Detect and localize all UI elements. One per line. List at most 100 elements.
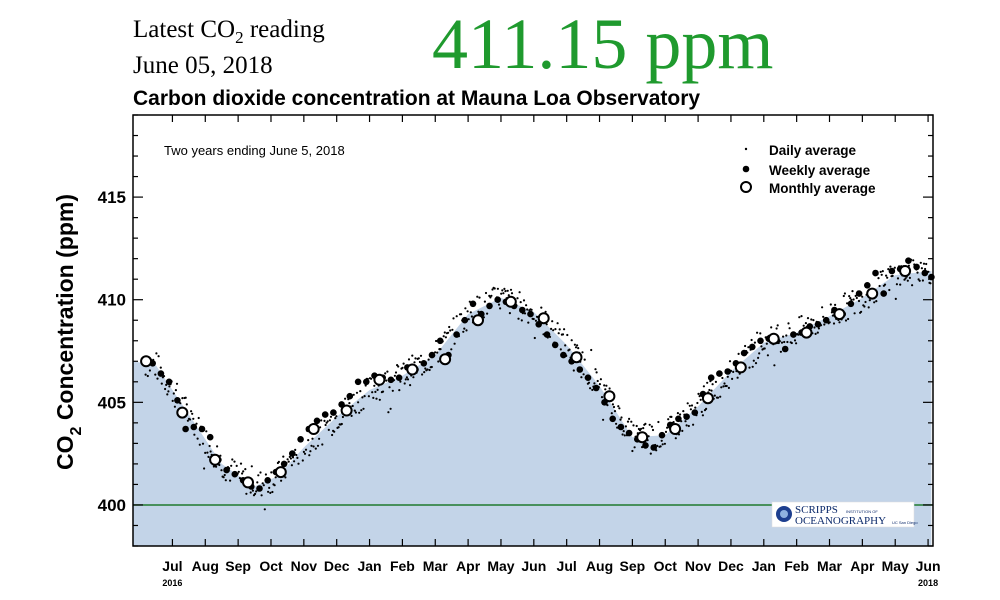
- daily-average-point: [848, 295, 851, 298]
- legend-monthly-marker: [740, 181, 752, 193]
- chart-title: Carbon dioxide concentration at Mauna Lo…: [133, 87, 701, 110]
- weekly-average-point: [363, 378, 370, 386]
- daily-average-point: [593, 382, 596, 385]
- daily-average-point: [702, 385, 706, 388]
- daily-average-point: [403, 382, 406, 385]
- x-month-label: Jan: [357, 558, 381, 574]
- weekly-average-point: [855, 290, 863, 297]
- daily-average-point: [813, 326, 816, 329]
- daily-average-point: [250, 465, 253, 468]
- daily-average-point: [860, 310, 863, 313]
- weekly-average-point: [642, 442, 649, 449]
- daily-average-point: [623, 434, 626, 437]
- daily-average-point: [863, 305, 866, 308]
- daily-average-point: [626, 420, 630, 423]
- daily-average-point: [576, 344, 579, 347]
- daily-average-point: [209, 450, 212, 453]
- daily-average-point: [348, 402, 351, 405]
- weekly-average-point: [691, 409, 699, 416]
- daily-average-point: [716, 396, 720, 399]
- daily-average-point: [324, 423, 327, 427]
- daily-average-point: [341, 415, 344, 419]
- legend-entry: Monthly average: [769, 181, 876, 196]
- daily-average-point: [323, 419, 326, 422]
- daily-average-point: [478, 296, 481, 299]
- daily-average-point: [918, 279, 921, 282]
- daily-average-point: [190, 410, 193, 413]
- daily-average-point: [413, 361, 416, 364]
- daily-average-point: [229, 479, 232, 482]
- monthly-average-point: [899, 265, 912, 277]
- daily-average-point: [435, 339, 438, 343]
- daily-average-point: [699, 398, 702, 401]
- daily-average-point: [428, 368, 431, 372]
- monthly-average-point: [504, 295, 517, 308]
- daily-average-point: [525, 304, 528, 307]
- weekly-average-point: [519, 306, 526, 314]
- daily-average-point: [888, 288, 891, 292]
- daily-average-point: [358, 411, 361, 414]
- daily-average-point: [894, 297, 897, 300]
- scripps-logo-line1-small: INSTITUTION OF: [846, 509, 878, 514]
- daily-average-point: [508, 312, 511, 315]
- daily-average-point: [618, 407, 621, 410]
- daily-average-point: [160, 382, 163, 385]
- daily-average-point: [496, 287, 499, 290]
- daily-average-point: [274, 476, 277, 479]
- weekly-average-point: [469, 300, 477, 308]
- daily-average-point: [490, 294, 493, 297]
- monthly-average-point: [140, 355, 153, 368]
- daily-average-point: [780, 341, 784, 344]
- daily-average-point: [664, 430, 668, 433]
- legend-entry: Weekly average: [769, 163, 871, 178]
- daily-average-point: [822, 315, 825, 318]
- daily-average-point: [164, 387, 167, 391]
- daily-average-point: [326, 420, 329, 423]
- daily-average-point: [802, 324, 805, 327]
- daily-average-point: [499, 307, 502, 310]
- daily-average-point: [510, 292, 514, 295]
- daily-average-point: [159, 366, 162, 369]
- x-month-label: Sep: [225, 558, 251, 574]
- weekly-average-point: [716, 370, 723, 377]
- daily-average-point: [720, 386, 723, 389]
- daily-average-point: [885, 274, 888, 277]
- daily-average-point: [681, 429, 684, 432]
- daily-average-point: [351, 404, 354, 408]
- daily-average-point: [362, 407, 365, 410]
- daily-average-point: [861, 295, 864, 298]
- daily-average-point: [447, 331, 450, 334]
- daily-average-point: [899, 283, 902, 286]
- daily-average-point: [810, 318, 813, 321]
- daily-average-point: [600, 396, 604, 399]
- daily-average-point: [663, 442, 667, 445]
- daily-average-point: [486, 312, 489, 315]
- chart-annotation: Two years ending June 5, 2018: [164, 143, 345, 158]
- daily-average-point: [237, 470, 240, 473]
- daily-average-point: [617, 405, 620, 408]
- daily-average-point: [782, 335, 785, 338]
- daily-average-point: [737, 352, 740, 355]
- weekly-average-point: [231, 470, 239, 478]
- daily-average-point: [582, 373, 585, 376]
- daily-average-point: [154, 373, 157, 376]
- x-month-label: Mar: [817, 558, 842, 574]
- daily-average-point: [328, 419, 331, 422]
- daily-average-point: [816, 331, 819, 334]
- daily-average-point: [558, 328, 561, 331]
- daily-average-point: [455, 315, 458, 318]
- daily-average-point: [672, 421, 675, 424]
- legend-weekly-marker: [742, 165, 750, 173]
- daily-average-point: [657, 420, 660, 424]
- daily-average-point: [650, 425, 654, 428]
- weekly-average-point: [428, 351, 436, 359]
- daily-average-point: [596, 379, 599, 383]
- x-month-label: Feb: [390, 558, 415, 574]
- daily-average-point: [595, 371, 598, 374]
- daily-average-point: [352, 393, 355, 396]
- latest-co2-value: 411.15 ppm: [432, 4, 774, 84]
- daily-average-point: [502, 292, 505, 295]
- daily-average-point: [878, 284, 881, 288]
- daily-average-point: [302, 450, 305, 453]
